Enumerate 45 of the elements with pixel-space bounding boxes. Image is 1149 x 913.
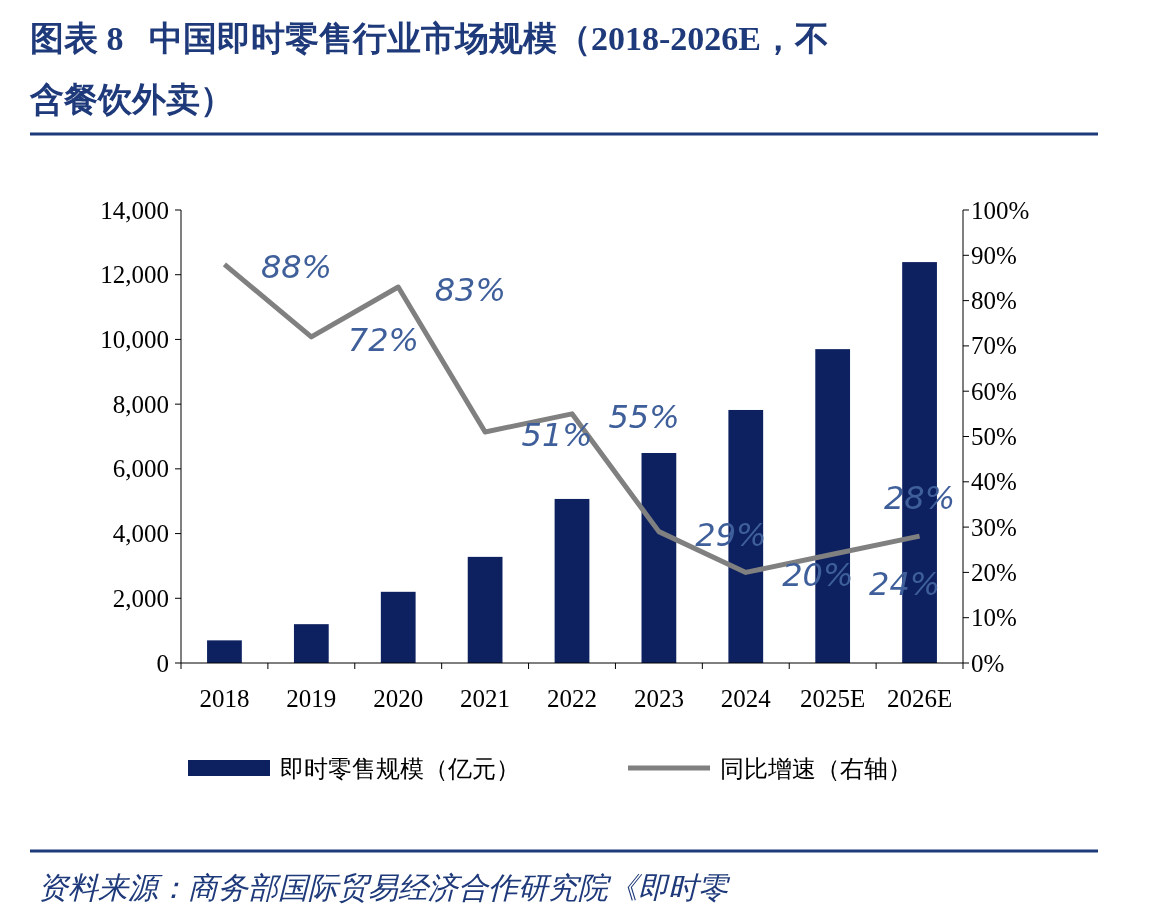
x-tick-label: 2019	[286, 684, 337, 712]
legend-label: 同比增速（右轴）	[720, 755, 912, 783]
bar	[380, 591, 416, 663]
data-label: 29%	[695, 515, 767, 554]
x-tick-label: 2025E	[800, 684, 866, 712]
y2-tick-label: 20%	[971, 558, 1017, 586]
data-label: 72%	[347, 320, 419, 359]
y2-tick-label: 0%	[971, 649, 1005, 677]
chart-title: 图表 8 中国即时零售行业市场规模（2018-2026E，不含餐饮外卖）	[29, 20, 829, 118]
x-tick-label: 2024	[720, 684, 772, 712]
bar	[207, 640, 242, 663]
x-tick-label: 2020	[373, 684, 424, 712]
y-tick-label: 6,000	[112, 455, 169, 483]
data-label: 88%	[260, 248, 333, 287]
x-tick-label: 2021	[460, 684, 511, 712]
y-tick-label: 12,000	[100, 261, 169, 289]
x-tick-label: 2023	[633, 684, 684, 712]
y2-tick-label: 70%	[971, 332, 1017, 360]
y2-tick-label: 10%	[971, 604, 1017, 632]
y2-tick-label: 80%	[971, 287, 1017, 315]
bar	[293, 624, 329, 663]
bar	[467, 556, 503, 663]
x-tick-label: 2022	[547, 684, 597, 712]
y2-tick-label: 50%	[971, 423, 1017, 450]
legend-label: 即时零售规模（亿元）	[280, 755, 520, 783]
data-label: 83%	[434, 271, 506, 310]
y2-tick-label: 90%	[971, 241, 1017, 269]
data-label: 55%	[608, 397, 680, 436]
y2-tick-label: 60%	[971, 377, 1017, 405]
bar	[641, 453, 677, 663]
y2-tick-label: 30%	[971, 513, 1017, 541]
y-tick-label: 10,000	[100, 325, 169, 353]
y-tick-label: 8,000	[112, 390, 169, 418]
y2-tick-label: 100%	[971, 196, 1030, 224]
y-tick-label: 14,000	[100, 196, 169, 224]
y-tick-label: 0	[156, 649, 169, 677]
x-tick-label: 2018	[199, 684, 250, 712]
data-label: 20%	[782, 556, 854, 595]
y-tick-label: 4,000	[112, 520, 169, 548]
y-tick-label: 2,000	[112, 584, 169, 612]
x-tick-label: 2026E	[886, 684, 953, 712]
bar	[554, 498, 590, 663]
data-label: 51%	[521, 415, 593, 454]
y2-tick-label: 40%	[971, 468, 1017, 496]
text: 资料来源：商务部国际贸易经济合作研究院《即时零	[38, 871, 731, 904]
